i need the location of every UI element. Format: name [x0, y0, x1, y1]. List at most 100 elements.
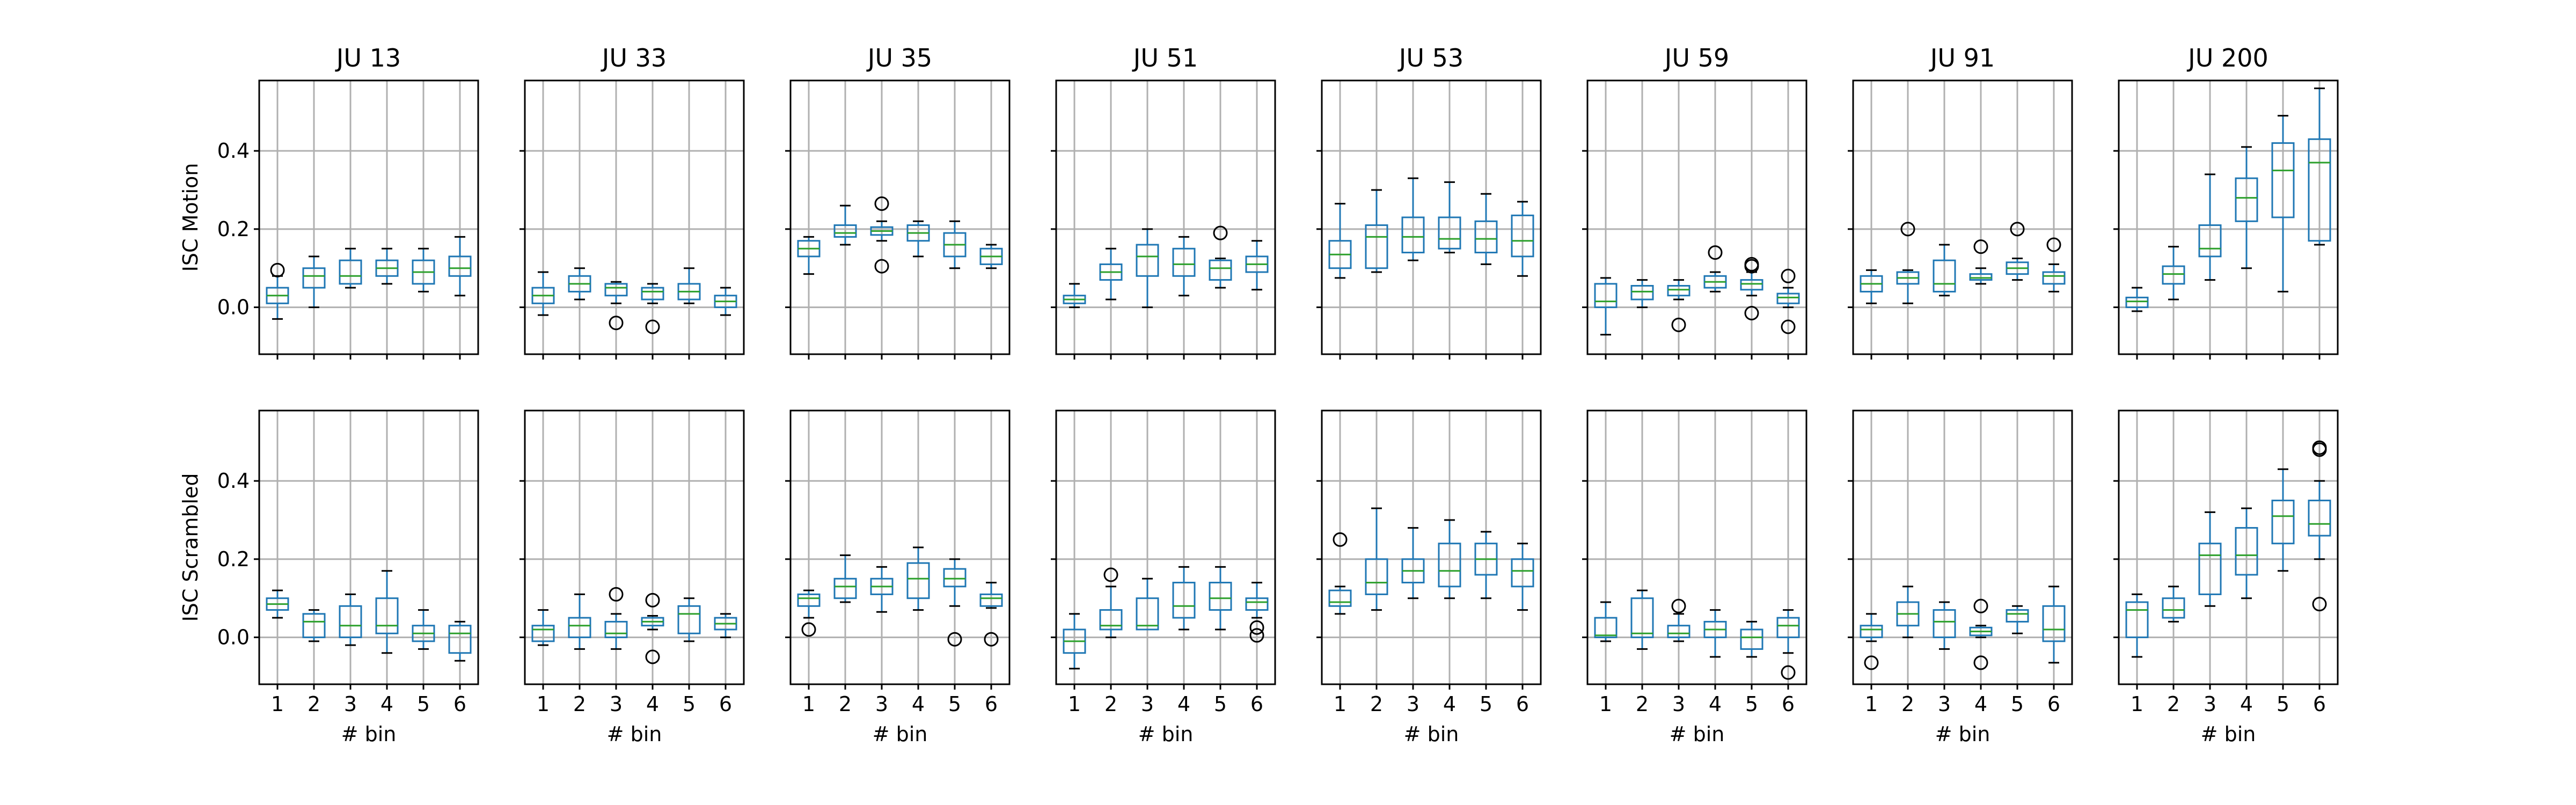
panel: JU 33: [519, 43, 745, 360]
flier-point: [2312, 440, 2327, 455]
box: [1438, 216, 1461, 250]
box: [2162, 265, 2185, 285]
box-bin-4: [1969, 598, 1993, 670]
x-tick-label: 6: [1250, 692, 1263, 716]
x-tick-label: 3: [610, 692, 623, 716]
box-bin-5: [1740, 257, 1763, 320]
box-bin-6: [2308, 440, 2331, 612]
panel-frame: [2118, 79, 2339, 355]
box-bin-1: [531, 609, 555, 646]
y-tick-label: 0.4: [217, 139, 250, 163]
y-axis-label: ISC Motion: [179, 163, 202, 272]
panel: 0.0 0.2 0.4 JU 13 ISC Motion: [179, 43, 479, 360]
box-bin-2: [302, 609, 326, 642]
box-bin-6: [714, 287, 737, 316]
x-tick-label: 1: [1068, 692, 1081, 716]
x-axis-label: # bin: [341, 722, 397, 746]
box-bin-2: [1365, 189, 1388, 273]
box: [906, 562, 930, 599]
x-tick-label: 4: [2240, 692, 2253, 716]
box: [1474, 220, 1498, 254]
x-tick-label: 6: [1782, 692, 1795, 716]
flier-point: [1249, 628, 1264, 643]
box: [1933, 609, 1956, 639]
x-tick-label: 5: [1745, 692, 1758, 716]
box: [375, 597, 399, 634]
box-bin-1: [1328, 203, 1352, 279]
box: [339, 259, 362, 285]
box: [1401, 216, 1425, 254]
x-tick-label: 2: [1901, 692, 1914, 716]
y-tick-label: 0.0: [217, 626, 250, 649]
panel-frame: [789, 79, 1011, 355]
flier-point: [801, 622, 816, 637]
x-tick-label: 6: [719, 692, 732, 716]
box-bin-5: [412, 609, 435, 650]
panel-frame: [1055, 409, 1276, 685]
panel: 1 2 3 4 5 6 # bin: [1848, 409, 2073, 746]
box-bin-3: [1667, 279, 1690, 332]
box: [1933, 259, 1956, 292]
panel-frame: [258, 409, 479, 685]
flier-point: [1781, 268, 1796, 283]
flier-point: [1744, 306, 1759, 320]
box-bin-3: [1136, 228, 1159, 309]
panel: 1 2 3 4 5 6 # bin: [1316, 409, 1542, 746]
x-tick-label: 4: [1443, 692, 1456, 716]
x-tick-label: 4: [1974, 692, 1987, 716]
box: [1365, 558, 1388, 595]
box-bin-1: [1328, 532, 1352, 615]
box-bin-3: [339, 247, 362, 289]
box: [448, 625, 472, 654]
panel-frame: [524, 79, 745, 355]
flier-point: [874, 196, 889, 211]
box-bin-4: [375, 570, 399, 654]
x-tick-label: 3: [1141, 692, 1154, 716]
box: [1594, 283, 1618, 309]
box: [2308, 500, 2331, 537]
box-bin-5: [943, 558, 967, 647]
box: [1136, 597, 1159, 631]
box: [1136, 244, 1159, 277]
flier-point: [1973, 655, 1988, 670]
panel-frame: [258, 79, 479, 355]
box-bin-5: [1209, 225, 1232, 289]
box-bin-3: [1933, 601, 1956, 650]
box-bin-4: [1438, 519, 1461, 599]
x-tick-label: 1: [271, 692, 284, 716]
box: [2125, 601, 2149, 639]
box: [2162, 597, 2185, 619]
flier-point: [645, 649, 660, 664]
box: [604, 620, 628, 639]
x-tick-label: 2: [1370, 692, 1383, 716]
box-bin-1: [266, 589, 289, 619]
box: [2271, 142, 2295, 218]
box-bin-4: [2235, 146, 2258, 269]
x-axis-label: # bin: [607, 722, 662, 746]
box-bin-6: [979, 582, 1003, 647]
x-axis-label: # bin: [1935, 722, 1990, 746]
box-bin-6: [1245, 582, 1269, 643]
box: [1511, 214, 1534, 258]
box-bin-1: [1063, 283, 1086, 309]
x-tick-label: 6: [1516, 692, 1529, 716]
flier-point: [1781, 319, 1796, 334]
box-bin-1: [1063, 613, 1086, 670]
x-tick-label: 4: [1177, 692, 1190, 716]
x-tick-label: 2: [1636, 692, 1649, 716]
flier-point: [1708, 245, 1723, 260]
box-bin-4: [641, 283, 664, 334]
box: [1172, 582, 1196, 619]
box-bin-4: [641, 592, 664, 664]
box-bin-4: [906, 546, 930, 611]
x-tick-label: 1: [537, 692, 550, 716]
box: [1099, 609, 1123, 631]
x-tick-label: 5: [2277, 692, 2289, 716]
box: [1969, 273, 1993, 281]
box-bin-2: [1630, 589, 1654, 650]
box: [1438, 543, 1461, 588]
box-bin-3: [604, 587, 628, 650]
box: [1776, 292, 1800, 304]
box: [1740, 628, 1763, 650]
